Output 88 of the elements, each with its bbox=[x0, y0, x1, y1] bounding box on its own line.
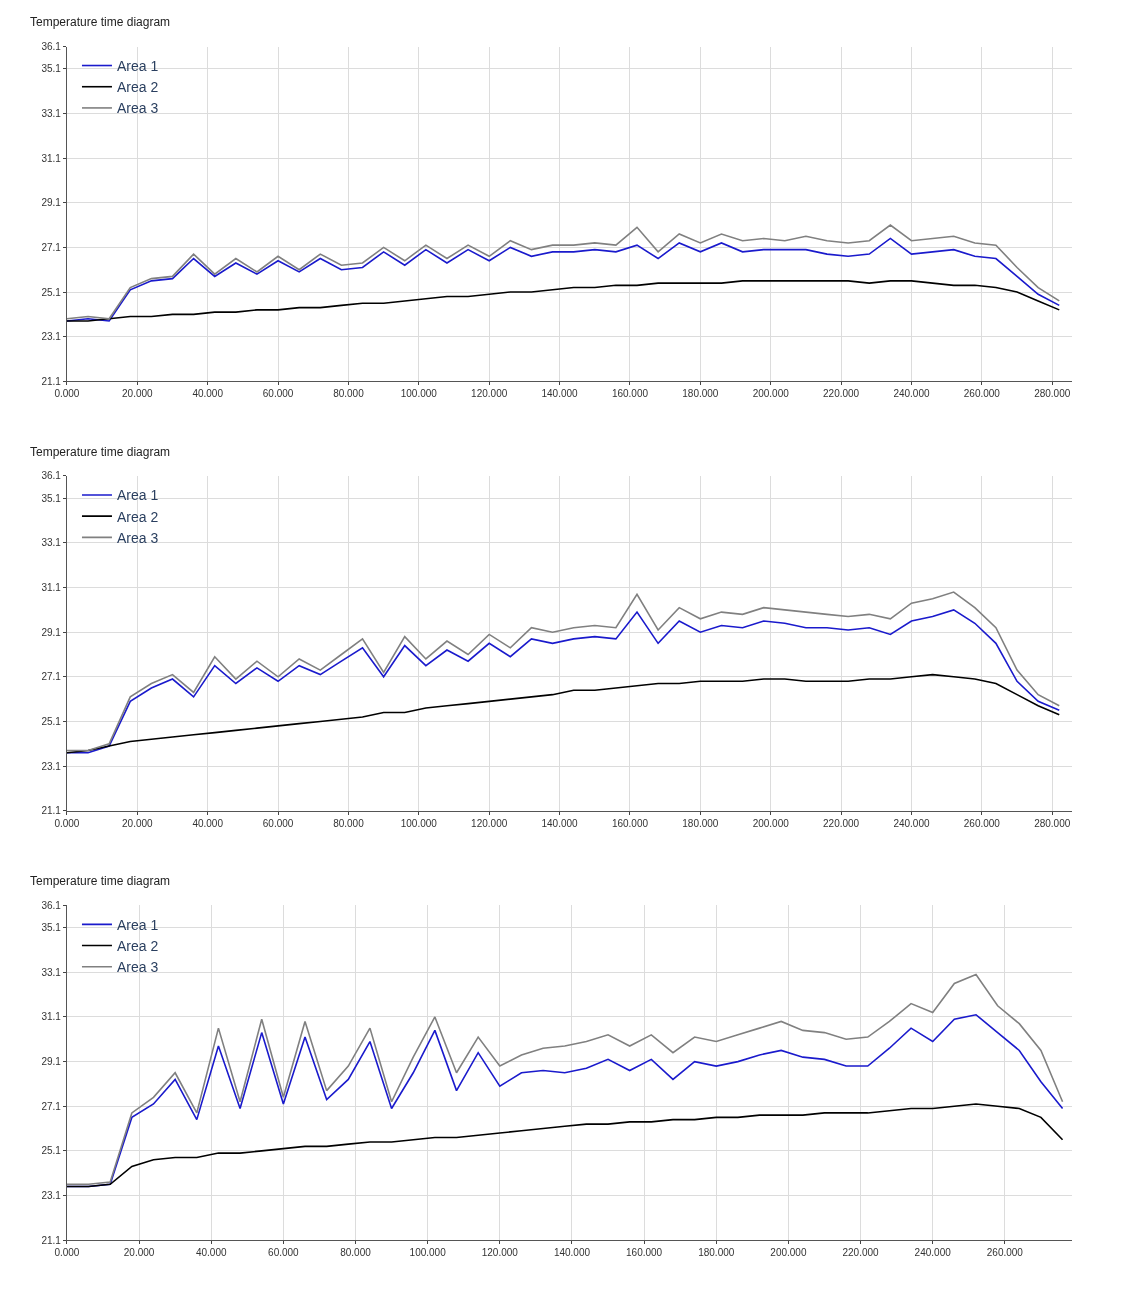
y-tick-label: 23.1 bbox=[41, 331, 62, 343]
y-tick-label: 27.1 bbox=[41, 241, 62, 253]
x-tick-label: 220.000 bbox=[823, 388, 860, 400]
y-tick-label: 25.1 bbox=[41, 1145, 62, 1157]
x-tick-label: 180.000 bbox=[682, 817, 719, 829]
x-tick-label: 280.000 bbox=[1034, 388, 1071, 400]
x-tick-label: 120.000 bbox=[471, 388, 508, 400]
x-tick-label: 180.000 bbox=[698, 1247, 735, 1259]
line-series bbox=[66, 973, 1064, 1186]
y-tick-label: 25.1 bbox=[41, 715, 62, 727]
x-tick-label: 0.000 bbox=[54, 1247, 80, 1259]
y-tick-label: 27.1 bbox=[41, 671, 62, 683]
x-tick-label: 240.000 bbox=[893, 817, 930, 829]
x-tick-label: 220.000 bbox=[823, 817, 860, 829]
legend-label: Area 3 bbox=[116, 529, 159, 546]
legend-label: Area 2 bbox=[116, 79, 159, 96]
x-tick-label: 80.000 bbox=[340, 1247, 372, 1259]
legend-label: Area 1 bbox=[116, 57, 159, 74]
y-tick-label: 23.1 bbox=[41, 760, 62, 772]
x-tick-label: 80.000 bbox=[333, 388, 365, 400]
x-tick-label: 80.000 bbox=[333, 817, 365, 829]
x-tick-label: 40.000 bbox=[192, 817, 224, 829]
line-series bbox=[66, 224, 1061, 320]
chart-title: Temperature time diagram bbox=[30, 445, 171, 459]
y-tick-label: 33.1 bbox=[41, 108, 62, 120]
x-tick-label: 0.000 bbox=[54, 817, 80, 829]
x-tick-label: 100.000 bbox=[400, 388, 438, 400]
y-tick-label: 27.1 bbox=[41, 1100, 62, 1112]
x-tick-label: 120.000 bbox=[471, 817, 508, 829]
y-tick-label: 25.1 bbox=[41, 286, 62, 298]
x-tick-label: 100.000 bbox=[409, 1247, 447, 1259]
x-tick-label: 40.000 bbox=[195, 1247, 227, 1259]
x-tick-label: 280.000 bbox=[1034, 817, 1071, 829]
y-tick-label: 21.1 bbox=[41, 375, 62, 387]
x-tick-label: 140.000 bbox=[541, 817, 579, 829]
x-tick-label: 60.000 bbox=[268, 1247, 300, 1259]
x-tick-label: 260.000 bbox=[963, 817, 1001, 829]
legend-label: Area 1 bbox=[116, 487, 159, 504]
y-tick-label: 36.1 bbox=[41, 470, 62, 482]
x-tick-label: 180.000 bbox=[682, 388, 719, 400]
y-tick-label: 36.1 bbox=[41, 41, 62, 53]
y-tick-label: 35.1 bbox=[41, 492, 62, 504]
y-tick-label: 21.1 bbox=[41, 1234, 62, 1246]
x-tick-label: 60.000 bbox=[262, 817, 294, 829]
x-tick-label: 260.000 bbox=[986, 1247, 1024, 1259]
x-tick-label: 200.000 bbox=[770, 1247, 807, 1259]
legend-label: Area 2 bbox=[116, 508, 159, 525]
y-tick-label: 21.1 bbox=[41, 805, 62, 817]
x-tick-label: 200.000 bbox=[752, 817, 790, 829]
x-tick-label: 240.000 bbox=[893, 388, 930, 400]
x-tick-label: 120.000 bbox=[481, 1247, 519, 1259]
x-tick-label: 0.000 bbox=[54, 388, 80, 400]
x-tick-label: 160.000 bbox=[626, 1247, 663, 1259]
x-tick-label: 140.000 bbox=[553, 1247, 591, 1259]
x-tick-label: 160.000 bbox=[611, 388, 649, 400]
y-tick-label: 29.1 bbox=[41, 626, 62, 638]
legend-label: Area 3 bbox=[116, 959, 159, 976]
line-series bbox=[66, 673, 1061, 754]
line-series bbox=[66, 1103, 1064, 1188]
y-tick-label: 29.1 bbox=[41, 1056, 62, 1068]
x-tick-label: 160.000 bbox=[611, 817, 649, 829]
y-tick-label: 31.1 bbox=[41, 1011, 62, 1023]
x-tick-label: 200.000 bbox=[752, 388, 790, 400]
legend-label: Area 3 bbox=[116, 100, 159, 117]
y-tick-label: 31.1 bbox=[41, 152, 62, 164]
y-tick-label: 23.1 bbox=[41, 1189, 62, 1201]
y-tick-label: 35.1 bbox=[41, 922, 62, 934]
y-tick-label: 31.1 bbox=[41, 582, 62, 594]
x-tick-label: 100.000 bbox=[400, 817, 438, 829]
legend-label: Area 2 bbox=[116, 938, 159, 955]
line-series bbox=[66, 280, 1061, 322]
x-tick-label: 220.000 bbox=[842, 1247, 880, 1259]
x-tick-label: 260.000 bbox=[963, 388, 1001, 400]
x-tick-label: 20.000 bbox=[123, 1247, 155, 1259]
x-tick-label: 140.000 bbox=[541, 388, 579, 400]
y-tick-label: 36.1 bbox=[41, 899, 62, 911]
chart-title: Temperature time diagram bbox=[30, 15, 171, 29]
y-tick-label: 35.1 bbox=[41, 63, 62, 75]
chart-title: Temperature time diagram bbox=[30, 874, 171, 888]
y-tick-label: 33.1 bbox=[41, 537, 62, 549]
y-tick-label: 33.1 bbox=[41, 966, 62, 978]
x-tick-label: 20.000 bbox=[122, 388, 154, 400]
x-tick-label: 240.000 bbox=[914, 1247, 952, 1259]
x-tick-label: 40.000 bbox=[192, 388, 224, 400]
x-tick-label: 60.000 bbox=[262, 388, 294, 400]
legend-label: Area 1 bbox=[116, 916, 159, 933]
y-tick-label: 29.1 bbox=[41, 197, 62, 209]
x-tick-label: 20.000 bbox=[122, 817, 154, 829]
